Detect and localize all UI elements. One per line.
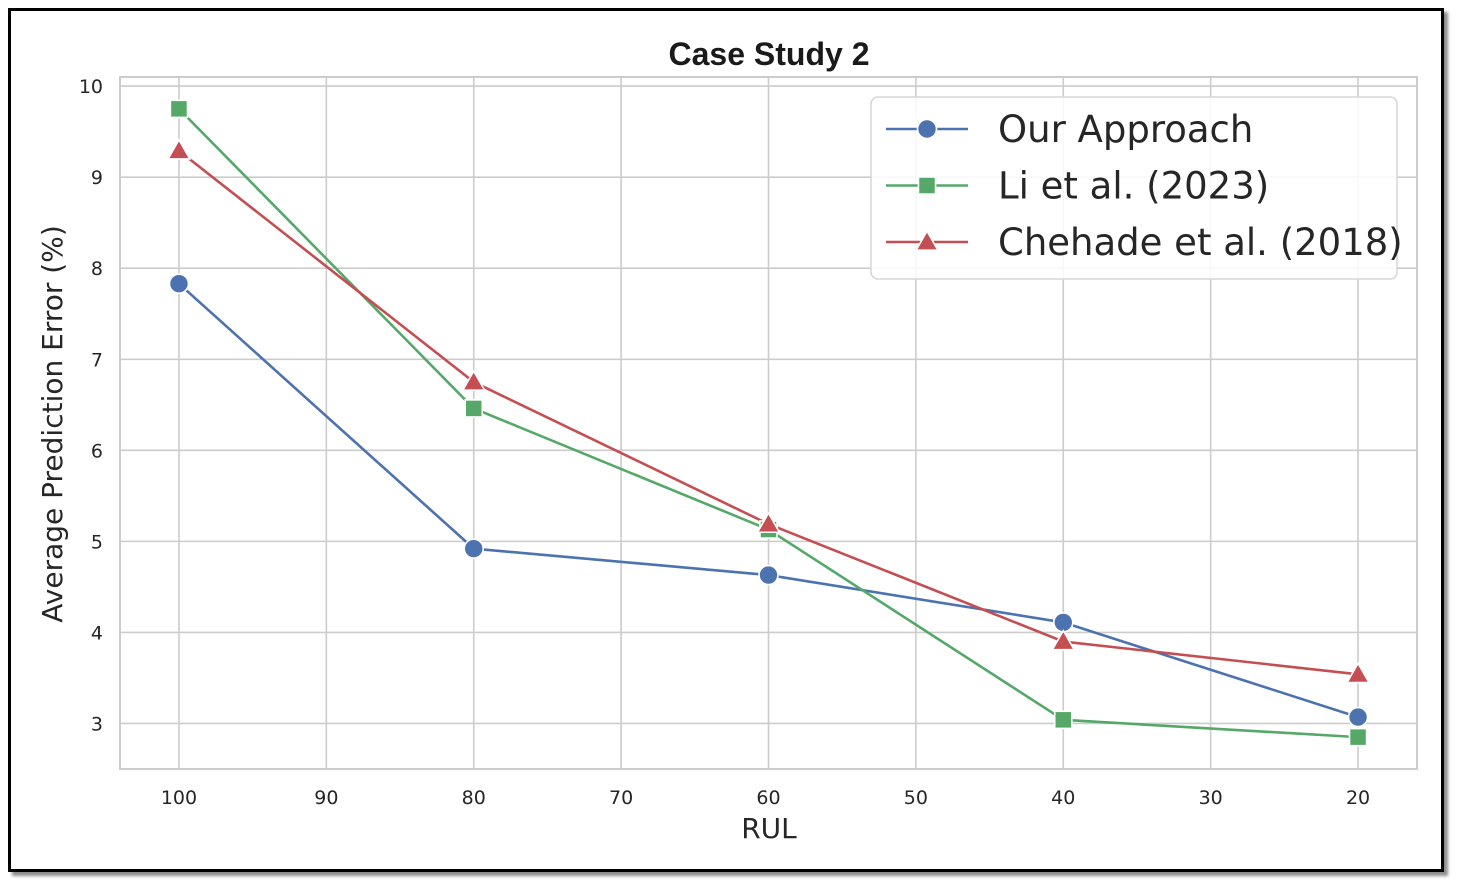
data-point-our-approach <box>758 564 779 586</box>
legend-label-li-et-al-2023: Li et al. (2023) <box>998 165 1269 208</box>
data-point-chehade-et-al-2018 <box>1050 628 1076 651</box>
chart-title: Case Study 2 <box>669 36 870 72</box>
data-point-li-et-al-2023 <box>1348 727 1368 747</box>
data-point-chehade-et-al-2018 <box>1345 661 1371 684</box>
x-tick-label: 50 <box>904 787 928 809</box>
legend-marker-our-approach <box>916 118 938 140</box>
x-tick-label: 40 <box>1051 787 1075 809</box>
y-tick-label: 5 <box>91 531 103 553</box>
data-point-our-approach <box>1347 706 1369 728</box>
data-point-chehade-et-al-2018 <box>166 138 192 160</box>
y-tick-label: 10 <box>79 76 103 98</box>
y-tick-label: 9 <box>91 167 103 189</box>
x-tick-label: 20 <box>1346 787 1370 809</box>
x-tick-label: 90 <box>314 787 338 809</box>
data-point-chehade-et-al-2018 <box>756 511 781 534</box>
data-point-our-approach <box>168 273 190 294</box>
y-tick-label: 7 <box>91 349 103 371</box>
data-point-li-et-al-2023 <box>169 99 189 119</box>
axes-frame <box>119 76 1418 770</box>
y-tick-label: 6 <box>91 440 103 462</box>
x-tick-label: 80 <box>462 787 486 809</box>
y-axis-label: Average Prediction Error (%) <box>36 225 69 622</box>
y-tick-label: 3 <box>91 713 103 735</box>
legend: Our Approach Li et al. (2023) Chehade et a… <box>870 96 1403 280</box>
x-tick-label: 60 <box>756 787 780 809</box>
x-tick-label: 100 <box>161 787 197 809</box>
data-point-our-approach <box>463 538 485 559</box>
legend-label-chehade-et-al-2018: Chehade et al. (2018) <box>998 221 1403 264</box>
legend-box <box>870 96 1398 280</box>
x-axis-label: RUL <box>741 812 797 845</box>
legend-marker-chehade-et-al-2018 <box>914 229 940 251</box>
x-tick-label: 30 <box>1199 787 1223 809</box>
legend-marker-li-et-al-2023 <box>917 176 937 195</box>
y-tick-label: 8 <box>91 258 103 280</box>
y-tick-label: 4 <box>91 622 103 644</box>
data-point-li-et-al-2023 <box>1053 710 1073 730</box>
data-point-chehade-et-al-2018 <box>461 369 487 392</box>
x-tick-label: 70 <box>609 787 633 809</box>
legend-label-our-approach: Our Approach <box>998 108 1253 151</box>
data-point-li-et-al-2023 <box>464 399 484 418</box>
